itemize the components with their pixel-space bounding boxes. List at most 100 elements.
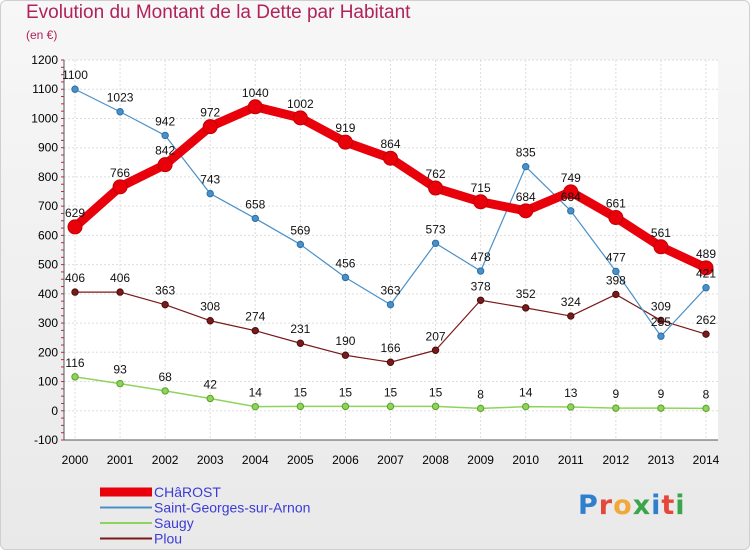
data-label: 231 [290, 322, 310, 336]
data-point [247, 99, 263, 115]
data-label: 378 [471, 279, 491, 293]
data-label: 1100 [62, 68, 88, 82]
data-point [296, 240, 305, 249]
data-point [206, 317, 214, 325]
data-point [386, 300, 395, 309]
x-tick-label: 2010 [512, 453, 539, 467]
x-tick-label: 2012 [603, 453, 630, 467]
y-tick-label: 700 [38, 199, 58, 213]
y-tick-label: 0 [51, 404, 58, 418]
data-point [702, 404, 710, 413]
data-point [157, 157, 173, 173]
x-tick-label: 2000 [62, 453, 89, 467]
data-point [702, 284, 710, 292]
y-tick-label: 300 [38, 316, 58, 330]
data-label: 255 [651, 315, 671, 329]
data-label: 42 [204, 377, 218, 391]
data-label: 972 [200, 106, 220, 120]
data-point [431, 239, 440, 247]
data-label: 352 [516, 287, 536, 301]
data-label: 1023 [107, 91, 134, 105]
data-label: 207 [426, 329, 446, 343]
data-point [657, 316, 665, 325]
data-point [292, 110, 308, 126]
y-tick-label: 900 [38, 141, 58, 155]
data-label: 573 [426, 222, 446, 236]
legend-label: Plou [154, 531, 182, 547]
x-tick-label: 2008 [422, 453, 449, 467]
x-tick-label: 2006 [332, 453, 359, 467]
data-point [116, 379, 124, 388]
x-tick-label: 2003 [197, 453, 224, 467]
data-label: 14 [249, 386, 263, 400]
data-point [522, 162, 530, 171]
data-point [341, 402, 350, 411]
data-point [431, 346, 440, 354]
data-label: 743 [200, 173, 220, 187]
data-point [296, 339, 305, 347]
data-label: 629 [65, 206, 85, 220]
data-point [112, 179, 128, 195]
data-label: 406 [110, 271, 130, 285]
data-label: 456 [335, 256, 355, 270]
data-point [702, 330, 710, 338]
data-point [386, 402, 395, 411]
data-point [341, 351, 350, 359]
data-point [567, 207, 575, 215]
data-label: 477 [606, 250, 626, 264]
data-point [71, 288, 79, 296]
data-point [67, 219, 83, 235]
data-point [476, 296, 485, 304]
data-label: 15 [339, 385, 353, 399]
data-label: 363 [380, 284, 400, 298]
data-point [341, 273, 350, 282]
data-label: 569 [290, 223, 310, 237]
data-label: 661 [606, 197, 626, 211]
x-tick-label: 2007 [377, 453, 404, 467]
data-label: 9 [658, 387, 665, 401]
data-point [612, 404, 620, 412]
data-point [251, 402, 259, 411]
data-point [608, 210, 624, 226]
data-label: 835 [516, 146, 536, 160]
data-label: 1002 [287, 97, 314, 111]
data-point [657, 332, 665, 340]
data-point [337, 134, 353, 150]
data-point [476, 267, 485, 275]
data-point [116, 288, 124, 296]
data-label: 398 [606, 273, 626, 287]
data-point [476, 404, 485, 413]
data-label: 15 [429, 385, 443, 399]
data-label: 766 [110, 166, 130, 180]
x-tick-label: 2014 [693, 453, 720, 467]
data-label: 8 [703, 387, 710, 401]
data-label: 561 [651, 226, 671, 240]
data-label: 190 [335, 334, 355, 348]
proxiti-logo: Proxiti [578, 490, 686, 521]
data-point [698, 260, 714, 276]
x-tick-label: 2001 [107, 453, 134, 467]
data-label: 478 [471, 250, 491, 264]
data-point [653, 239, 669, 255]
data-point [296, 402, 305, 411]
data-point [567, 312, 575, 320]
data-label: 15 [294, 385, 308, 399]
chart-title: Evolution du Montant de la Dette par Hab… [26, 2, 411, 23]
data-label: 308 [200, 300, 220, 314]
data-label: 842 [155, 144, 175, 158]
data-point [522, 304, 530, 312]
data-point [563, 184, 579, 200]
data-label: 13 [564, 386, 578, 400]
data-label: 15 [384, 385, 398, 399]
data-label: 715 [471, 181, 491, 195]
y-tick-label: 500 [38, 258, 58, 272]
data-label: 324 [561, 295, 581, 309]
data-point [386, 358, 395, 366]
y-tick-label: 400 [38, 287, 58, 301]
data-point [657, 404, 665, 412]
data-point [161, 131, 169, 140]
data-point [518, 203, 534, 219]
data-point [612, 290, 620, 299]
data-point [206, 394, 214, 403]
